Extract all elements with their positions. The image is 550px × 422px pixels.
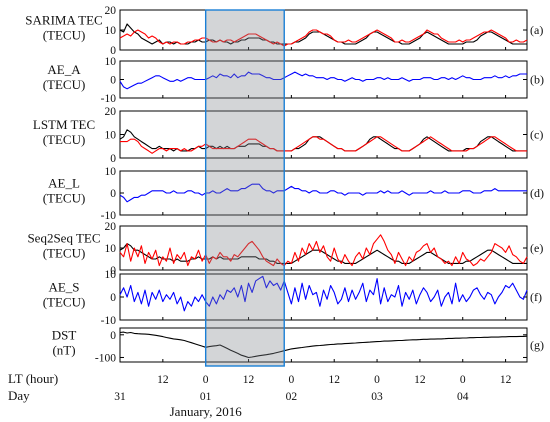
panel-g: -100 0 DST(nT) (g) <box>52 327 544 364</box>
panel-f-ylabel-line: AE_S <box>48 280 79 295</box>
panel-e-ylabel-line: (TECU) <box>43 246 86 261</box>
panel-frame <box>119 327 528 363</box>
panel-a-ylabel-line: (TECU) <box>43 28 86 43</box>
y-tick-label: 0 <box>110 188 116 200</box>
day-tick-label: 04 <box>457 391 469 403</box>
y-tick-label: 0 <box>110 153 116 165</box>
y-tick-label: 10 <box>105 166 117 178</box>
panel-c-ylabel-line: LSTM TEC <box>33 117 95 132</box>
lt-tick-label: 0 <box>460 374 466 386</box>
panel-tag-e: (e) <box>530 241 543 255</box>
y-tick-label: 10 <box>105 25 117 37</box>
lt-tick-label: 12 <box>328 374 340 386</box>
panel-tag-c: (c) <box>530 128 543 142</box>
panel-d-ylabel-line: AE_L <box>48 176 80 191</box>
panel-g-ylabel-line: (nT) <box>52 343 75 358</box>
panel-d-ylabel-line: (TECU) <box>43 191 86 206</box>
lt-tick-label: 12 <box>414 374 426 386</box>
y-tick-label: 0 <box>110 330 116 342</box>
shaded-storm-interval <box>204 9 285 367</box>
lt-tick-label: 0 <box>374 374 380 386</box>
panel-frame <box>119 60 528 99</box>
y-tick-label: 0 <box>110 265 116 277</box>
series-line-f-0 <box>119 275 528 312</box>
lt-tick-label: 12 <box>243 374 255 386</box>
y-tick-label: 20 <box>105 5 117 17</box>
lt-tick-label: 12 <box>157 374 169 386</box>
lt-tick-label: 0 <box>288 374 294 386</box>
panel-c-ylabel-line: (TECU) <box>43 132 86 147</box>
day-tick-label: 03 <box>371 391 383 403</box>
y-tick-label: 0 <box>110 292 116 304</box>
panel-tag-d: (d) <box>530 186 544 200</box>
series-line-c-1 <box>120 136 527 154</box>
y-tick-label: 10 <box>105 269 117 281</box>
series-line-c-0 <box>119 129 527 152</box>
lt-axis-label: LT (hour) <box>8 371 58 386</box>
panel-tag-a: (a) <box>530 23 543 37</box>
panel-tag-b: (b) <box>530 73 544 87</box>
panel-f: -10 0 10 AE_S(TECU) (f) <box>43 269 542 327</box>
panel-a-ylabel-line: SARIMA TEC <box>25 13 102 28</box>
month-label: January, 2016 <box>170 404 243 419</box>
y-tick-label: 10 <box>105 130 117 142</box>
y-tick-label: 10 <box>105 243 117 255</box>
y-tick-label: 10 <box>105 56 117 68</box>
day-tick-label: 31 <box>114 391 126 403</box>
lt-tick-label: 12 <box>500 374 512 386</box>
series-line-e-1 <box>119 234 528 267</box>
y-tick-label: -10 <box>101 315 117 327</box>
panel-frame <box>119 225 528 271</box>
panel-b-ylabel-line: (TECU) <box>43 77 86 92</box>
day-axis-label: Day <box>8 388 30 403</box>
panel-e: 0 10 20 Seq2Seq TEC(TECU) (e) <box>27 221 543 277</box>
panel-d: -10 0 10 AE_L(TECU) (d) <box>43 166 544 222</box>
y-tick-label: 0 <box>110 45 116 57</box>
lt-tick-label: 0 <box>203 374 209 386</box>
panel-f-ylabel-line: (TECU) <box>43 295 86 310</box>
series-line-g-0 <box>119 331 528 359</box>
panel-b-ylabel-line: AE_A <box>47 62 81 77</box>
y-tick-label: -10 <box>101 93 117 105</box>
panel-c: 0 10 20 LSTM TEC(TECU) (c) <box>33 106 543 165</box>
y-tick-label: 0 <box>110 75 116 87</box>
series-line-d-0 <box>119 183 527 203</box>
series-line-a-1 <box>119 29 528 47</box>
y-tick-label: -100 <box>95 352 116 364</box>
y-tick-label: 20 <box>105 221 117 233</box>
day-tick-label: 02 <box>286 391 298 403</box>
series-line-b-0 <box>119 71 527 90</box>
y-tick-label: -10 <box>101 210 117 222</box>
panel-e-ylabel-line: Seq2Seq TEC <box>27 231 100 246</box>
y-tick-label: 20 <box>105 106 117 118</box>
panel-b: -10 0 10 AE_A(TECU) (b) <box>43 56 544 105</box>
bottom-time-axis: LT (hour) Day 12 0 12 0 12 0 12 0 12 31 01 02 03 04 Janu… <box>8 371 512 419</box>
panel-g-ylabel-line: DST <box>52 328 77 343</box>
day-tick-label: 01 <box>200 391 212 403</box>
panel-tag-f: (f) <box>530 290 542 304</box>
panel-tag-g: (g) <box>530 338 544 352</box>
